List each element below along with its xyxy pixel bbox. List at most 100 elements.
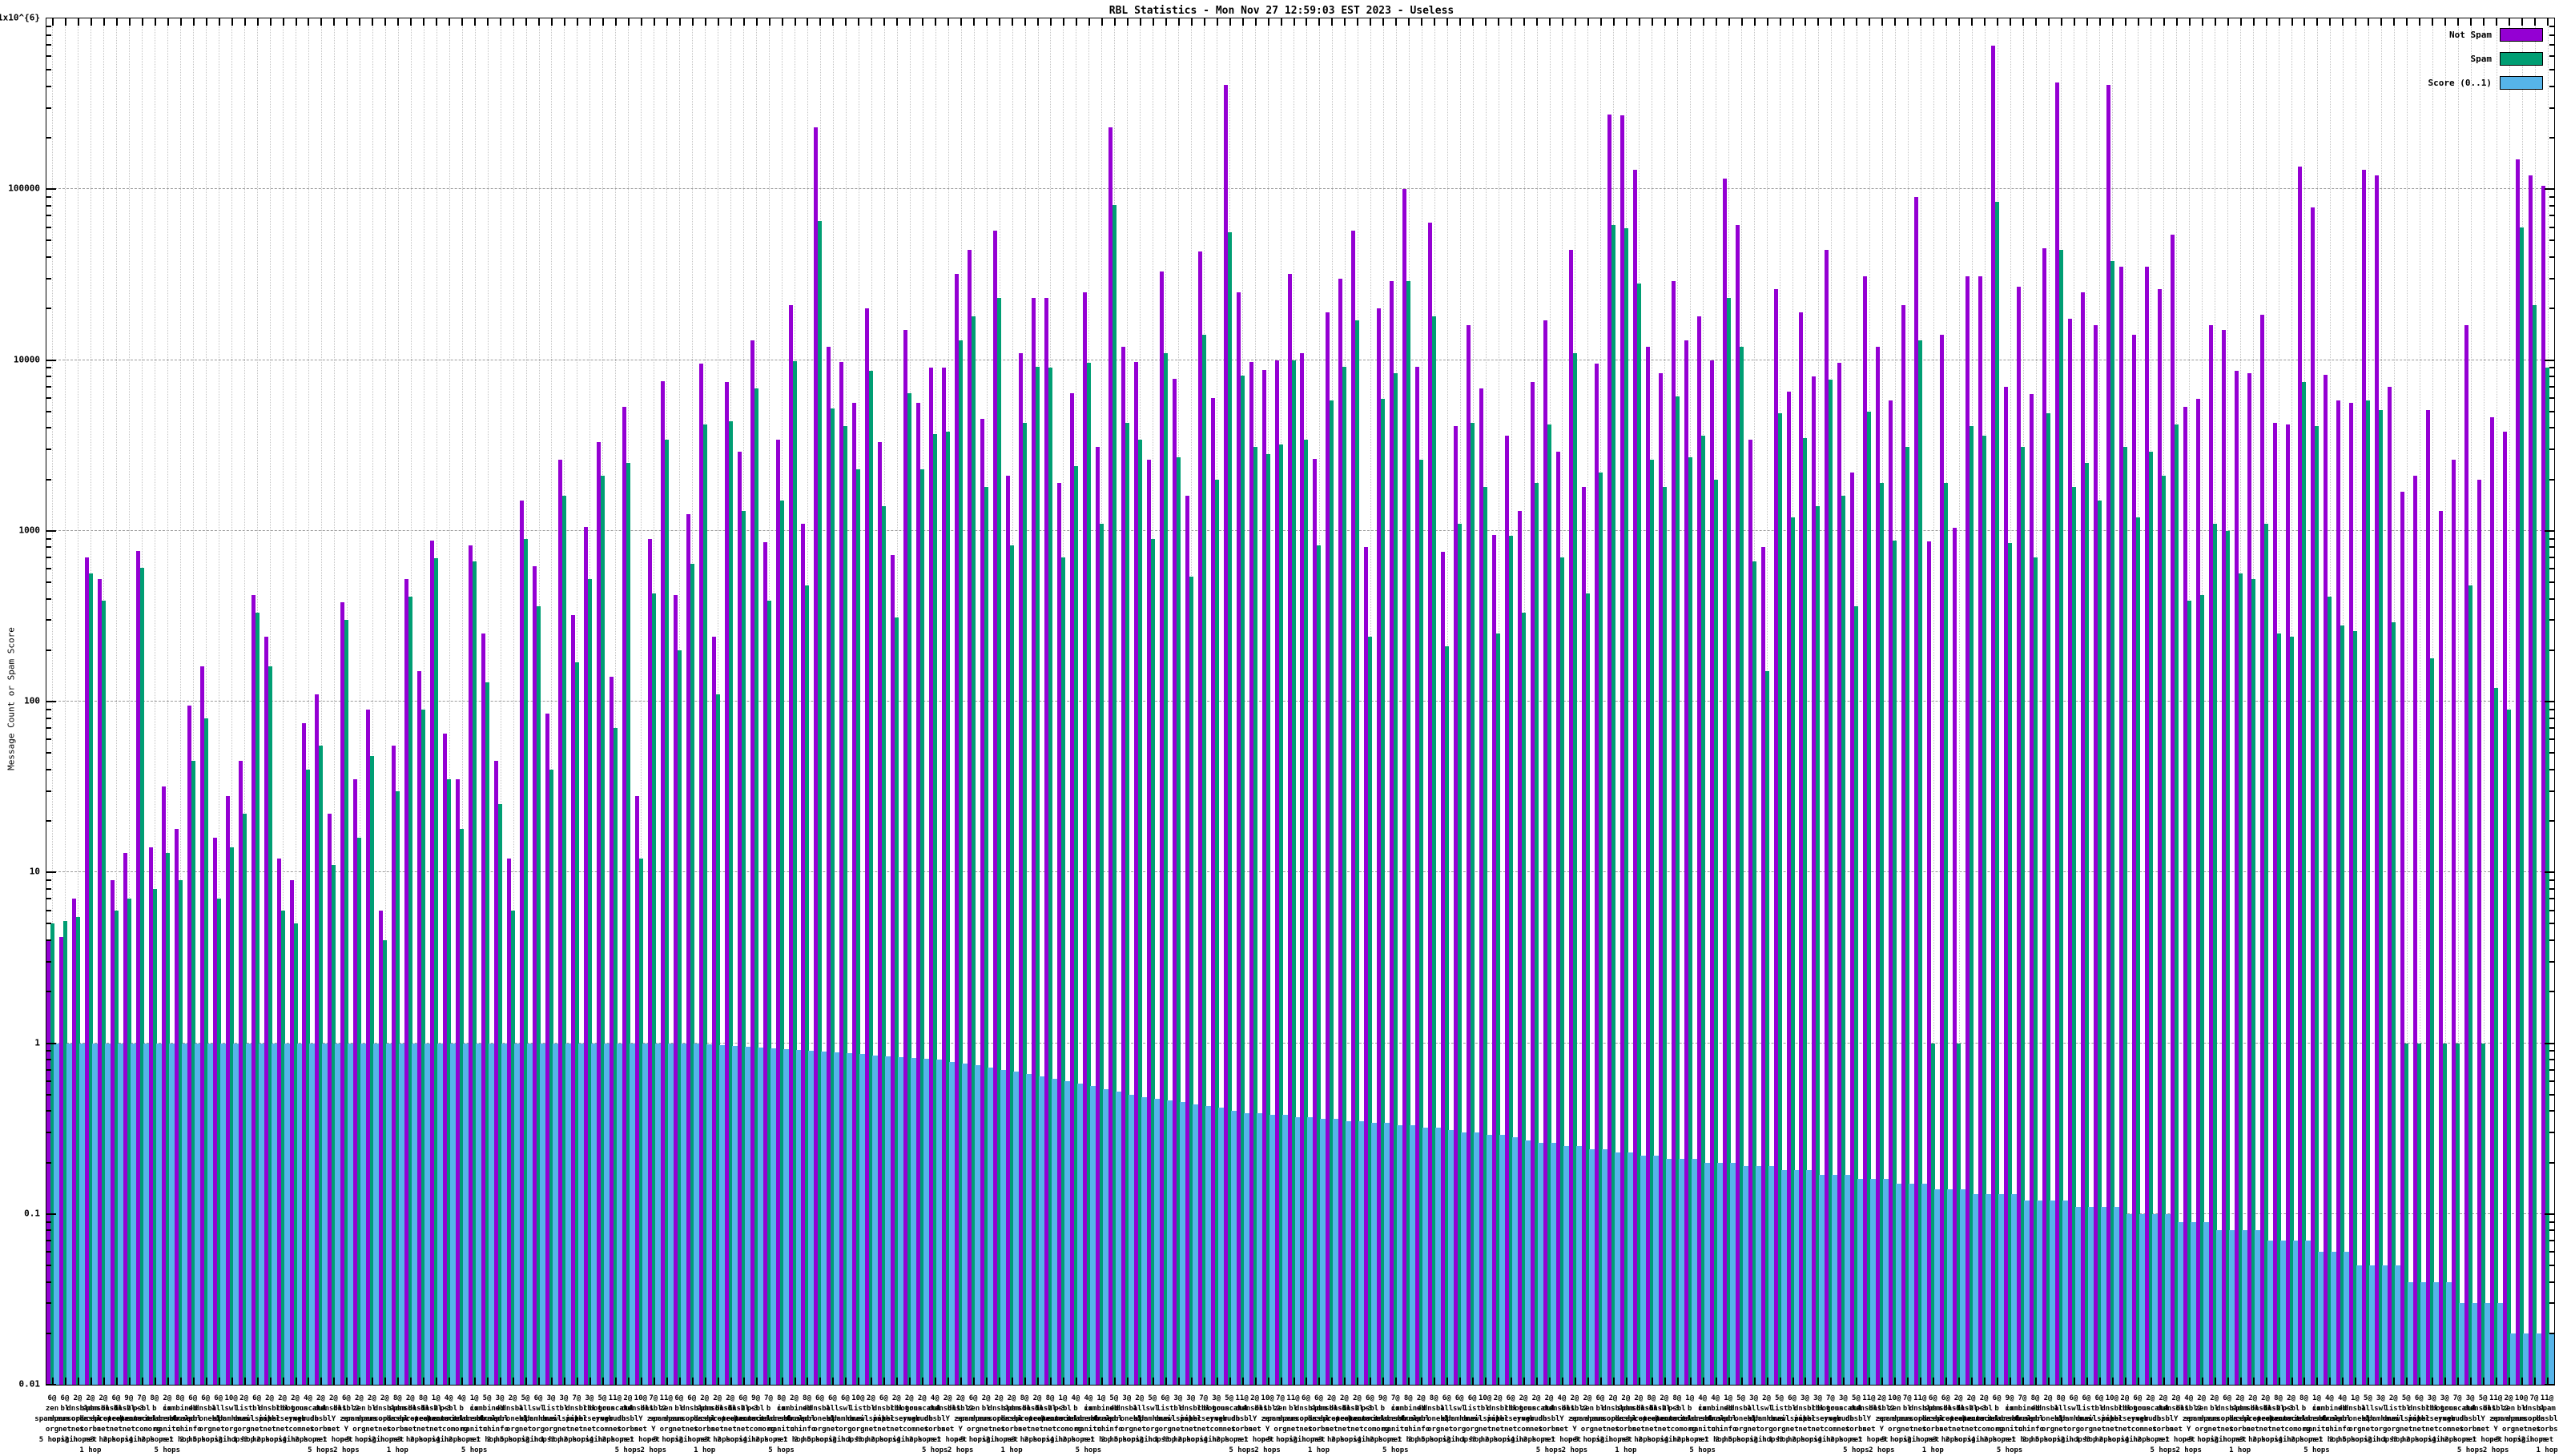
spam-bar (1265, 454, 1270, 1385)
not-spam-bar (1709, 360, 1714, 1385)
x-category-label: 11@ zen spamhaus org 5 hops (649, 1394, 684, 1444)
spam-bar (1099, 523, 1104, 1385)
x-tick (999, 18, 1001, 26)
score-bar (975, 1065, 981, 1385)
score-bar (1013, 1072, 1020, 1385)
score-bar (667, 1043, 674, 1385)
score-bar (1704, 1162, 1710, 1385)
spam-bar (1458, 523, 1463, 1385)
not-spam-bar (71, 899, 76, 1385)
x-tick (2521, 1378, 2524, 1385)
not-spam-bar (417, 671, 422, 1385)
x-tick (2188, 1378, 2191, 1385)
category-gridline (513, 18, 514, 1385)
not-spam-bar (1927, 541, 1932, 1385)
spam-bar (1624, 228, 1628, 1385)
spam-bar (396, 790, 400, 1385)
x-tick (2188, 18, 2191, 26)
spam-bar (818, 221, 823, 1385)
spam-bar (1867, 411, 1872, 1385)
x-category-label: 2@ dnsbl-2 uceprotect net 2 hops (1015, 1394, 1060, 1444)
not-spam-bar (2541, 185, 2545, 1385)
x-tick (909, 18, 911, 26)
spam-bar (2122, 446, 2127, 1385)
not-spam-bar (1722, 179, 1727, 1385)
score-bar (1793, 1170, 1800, 1385)
y-minor-tick (2549, 738, 2554, 741)
x-tick (167, 1378, 169, 1385)
category-gridline (231, 18, 233, 1385)
y-minor-tick (46, 308, 51, 310)
score-bar (1934, 1189, 1941, 1385)
x-tick (1638, 18, 1640, 26)
x-category-label: 2@ truncate gbudb net 2 hops (1519, 1394, 1554, 1444)
not-spam-bar (1901, 304, 1906, 1385)
not-spam-bar (1505, 436, 1510, 1385)
spam-bar (2058, 250, 2063, 1385)
x-tick (1958, 18, 1961, 26)
y-minor-tick (46, 717, 51, 719)
x-category-label: 3@ rbl interserver net origin (565, 1394, 614, 1444)
x-category-label: 6@ psbl surriel com 4 hops (1354, 1394, 1386, 1444)
x-tick (1933, 18, 1935, 26)
spam-bar (127, 899, 131, 1385)
x-tick (2265, 1378, 2267, 1385)
y-minor-tick (46, 1281, 51, 1283)
spam-bar (2084, 462, 2089, 1385)
x-tick (1549, 1378, 1551, 1385)
spam-bar (1777, 412, 1782, 1385)
y-minor-tick (2549, 1059, 2554, 1061)
x-category-label: 6@ dnsbl dronebl org 5 hops (804, 1394, 835, 1444)
x-tick (2239, 18, 2242, 26)
not-spam-bar (865, 308, 870, 1385)
x-tick (909, 1378, 911, 1385)
score-bar (1256, 1112, 1262, 1385)
x-tick (730, 1378, 732, 1385)
spam-bar (984, 487, 989, 1385)
category-gridline (206, 18, 207, 1385)
not-spam-bar (1581, 487, 1586, 1385)
x-tick (359, 18, 361, 26)
y-minor-tick (2549, 568, 2554, 570)
spam-bar (2494, 688, 2499, 1385)
x-tick (2175, 1378, 2178, 1385)
score-bar (399, 1043, 405, 1385)
x-tick (1306, 1378, 1308, 1385)
spam-bar (2404, 1043, 2409, 1385)
spam-bar (805, 585, 810, 1385)
x-tick (1561, 18, 1563, 26)
not-spam-bar (1313, 458, 1318, 1385)
spam-bar (1995, 202, 2000, 1385)
y-minor-tick (46, 277, 51, 280)
x-tick (1254, 18, 1257, 26)
x-tick (2470, 18, 2472, 26)
spam-bar (972, 316, 976, 1385)
not-spam-bar (1837, 363, 1842, 1385)
x-tick (1344, 1378, 1346, 1385)
x-tick (1177, 1378, 1180, 1385)
x-tick (1792, 1378, 1794, 1385)
score-bar (117, 1043, 123, 1385)
x-tick (1075, 1378, 1077, 1385)
score-bar (1192, 1104, 1198, 1385)
x-category-label: 3@ dnsbl dronebl org 5 hops (1111, 1394, 1142, 1444)
x-category-label: 6@ zen spamhaus org 5 hops (34, 1394, 70, 1444)
x-category-label: 2@ dnsbl-1 uceprotect net 3 hops (1310, 1394, 1354, 1444)
x-tick (1370, 18, 1372, 26)
x-tick (2444, 18, 2447, 26)
spam-bar (2328, 597, 2332, 1385)
x-tick (1612, 1378, 1615, 1385)
spam-bar (2110, 260, 2114, 1385)
score-bar (847, 1053, 853, 1385)
spam-bar (357, 837, 362, 1385)
x-tick (2265, 18, 2267, 26)
y-minor-tick (46, 34, 51, 36)
score-bar (1998, 1194, 2005, 1385)
score-bar (1307, 1116, 1314, 1385)
x-tick (1536, 1378, 1539, 1385)
spam-bar (332, 865, 336, 1385)
spam-bar (1572, 352, 1577, 1385)
x-category-label: 5@ dnsbl1 Y net 1 hop (2469, 1394, 2497, 1444)
score-bar (1652, 1155, 1659, 1385)
y-minor-tick (2549, 619, 2554, 621)
